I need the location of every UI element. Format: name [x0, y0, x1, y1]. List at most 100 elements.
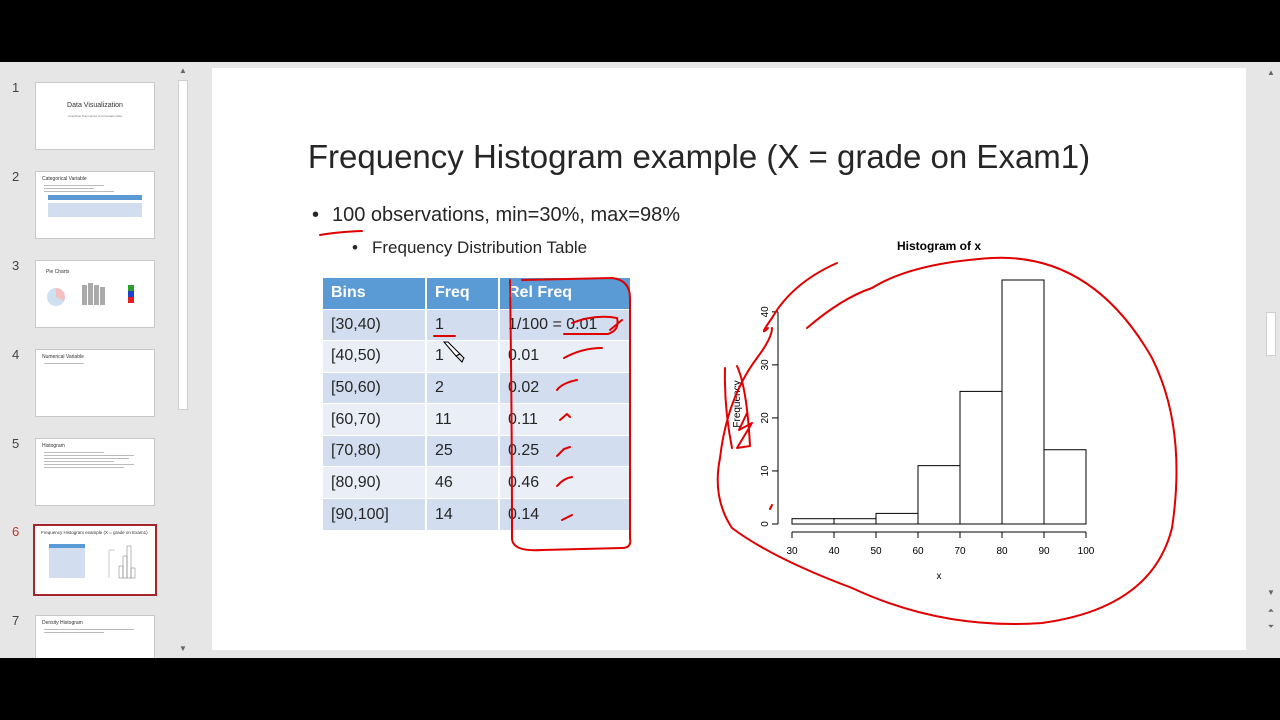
scroll-down-arrow-icon[interactable]: ▼ — [1267, 588, 1275, 597]
thumbnail-slide-content — [49, 544, 136, 579]
scroll-up-arrow-icon[interactable]: ▲ — [1267, 68, 1275, 77]
thumbnail-subtitle: Graphical Summaries of Univariate Data — [68, 114, 122, 118]
x-tick-label: 30 — [786, 546, 798, 557]
table-cell: 2 — [426, 371, 500, 404]
thumbnail-number: 2 — [12, 169, 20, 184]
histogram-bar — [959, 390, 1003, 525]
pen-cursor-icon — [442, 341, 465, 363]
table-cell: [30,40) — [323, 308, 427, 341]
slide-title[interactable]: Frequency Histogram example (X = grade o… — [307, 138, 1091, 175]
thumbnail-preview[interactable]: Categorical Variable — [35, 171, 155, 239]
histogram-bar — [917, 465, 961, 525]
table-header: Bins — [323, 278, 427, 309]
table-cell: 0.01 — [499, 340, 631, 373]
ink-check — [556, 476, 573, 487]
next-slide-icon[interactable]: ⏷ — [1267, 622, 1275, 631]
y-tick-label: 10 — [760, 465, 771, 477]
thumbnail-title: Data Visualization — [67, 102, 123, 109]
table-cell: 0.14 — [499, 498, 631, 531]
table-cell: 14 — [426, 498, 500, 531]
bullet-text: 100 observations, min=30%, max=98% — [332, 204, 680, 226]
table-cell: [60,70) — [323, 403, 427, 436]
x-tick-label: 70 — [954, 546, 966, 557]
presentation-app: 1 Data Visualization Graphical Summaries… — [0, 62, 1280, 658]
frequency-table[interactable]: Bins Freq Rel Freq [30,40) 1 1/100 = 0.01 … — [323, 278, 631, 531]
ink-check — [556, 379, 578, 391]
previous-slide-icon[interactable]: ⏶ — [1267, 606, 1275, 615]
table-cell: 46 — [426, 466, 500, 499]
table-row: [40,50) 1 0.01 — [323, 340, 631, 373]
chart-title: Histogram of x — [897, 239, 981, 253]
table-cell: [40,50) — [323, 340, 427, 373]
table-cell: 0.25 — [499, 434, 631, 467]
slide-scrollbar[interactable]: ▲ ▼ ⏶ ⏷ — [1264, 62, 1278, 658]
x-axis-label: x — [937, 571, 942, 582]
thumbnail-number: 3 — [12, 258, 20, 273]
table-cell: [80,90) — [323, 466, 427, 499]
x-tick-label: 50 — [870, 546, 882, 557]
table-row: [80,90) 46 0.46 — [323, 466, 631, 499]
table-cell: 0.46 — [499, 466, 631, 499]
table-header: Rel Freq — [499, 278, 630, 309]
sub-bullet-table-caption[interactable]: • Frequency Distribution Table — [352, 238, 587, 258]
ink-check — [563, 347, 603, 359]
thumbnail-title: Numerical Variable — [42, 354, 84, 360]
ink-stroke — [762, 262, 838, 333]
thumbnail-title: Histogram — [42, 443, 65, 449]
x-tick-label: 90 — [1038, 546, 1050, 557]
ink-underline — [319, 230, 363, 236]
thumbnail-number: 4 — [12, 347, 20, 362]
x-tick-label: 60 — [912, 546, 924, 557]
table-cell: 11 — [426, 403, 500, 436]
x-tick-label: 100 — [1078, 546, 1095, 557]
scroll-down-arrow-icon[interactable]: ▼ — [179, 644, 187, 653]
thumbnail-title: Pie Charts — [46, 269, 70, 275]
table-cell: 0.02 — [499, 371, 631, 404]
thumbnail-number: 1 — [12, 80, 20, 95]
ink-dot — [769, 504, 773, 510]
scroll-thumb[interactable] — [178, 80, 188, 410]
y-tick-label: 30 — [760, 359, 771, 371]
thumbnail-preview[interactable]: Numerical Variable — [35, 349, 155, 417]
thumbnail-title: Categorical Variable — [42, 176, 87, 182]
scroll-thumb[interactable] — [1266, 312, 1276, 356]
ink-histogram-circle — [716, 256, 1178, 625]
bullet-dot-icon: • — [352, 238, 358, 257]
slide-canvas[interactable]: Frequency Histogram example (X = grade o… — [212, 68, 1246, 650]
ink-circle-0-01 — [563, 315, 619, 335]
thumbnail-preview[interactable]: Density Histogram — [35, 615, 155, 658]
scroll-up-arrow-icon[interactable]: ▲ — [179, 66, 187, 75]
histogram-chart[interactable]: Histogram of x x Frequency 30 40 50 60 70 80 9… — [212, 68, 1246, 650]
y-axis-label: Frequency — [732, 380, 743, 427]
thumbnail-preview-selected[interactable]: Frequency Histogram example (X = grade o… — [33, 524, 157, 596]
thumbnail-number: 7 — [12, 613, 20, 628]
thumbnail-title: Frequency Histogram example (X = grade o… — [41, 530, 148, 535]
thumbnail-number: 5 — [12, 436, 20, 451]
table-row: [70,80) 25 0.25 — [323, 434, 631, 467]
table-row: [90,100] 14 0.14 — [323, 498, 631, 531]
table-cell: 25 — [426, 434, 500, 467]
table-header: Freq — [426, 278, 500, 309]
y-tick-label: 20 — [760, 412, 771, 424]
thumbnail-preview[interactable]: Histogram — [35, 438, 155, 506]
table-row: [60,70) 11 0.11 — [323, 403, 631, 436]
thumbnail-preview[interactable]: Pie Charts — [35, 260, 155, 328]
table-cell: 0.11 — [499, 403, 631, 436]
thumbnail-title: Density Histogram — [42, 620, 83, 626]
thumbnail-preview[interactable]: Data Visualization Graphical Summaries o… — [35, 82, 155, 150]
thumbnail-chart-icons — [47, 283, 134, 306]
x-tick-label: 80 — [996, 546, 1008, 557]
table-cell: 1 — [426, 340, 500, 373]
table-cell: [90,100] — [323, 498, 427, 531]
bullet-dot-icon: • — [312, 204, 320, 226]
histogram-bar — [1043, 449, 1087, 525]
bullet-observations[interactable]: • 100 observations, min=30%, max=98% — [312, 204, 680, 227]
ink-annotations — [319, 230, 1178, 625]
ink-check — [559, 413, 571, 421]
thumbnail-scrollbar[interactable]: ▲ ▼ — [176, 62, 190, 658]
ink-rel-freq-box — [509, 277, 632, 552]
y-tick-label: 40 — [760, 306, 771, 318]
table-header-row: Bins Freq Rel Freq — [323, 278, 630, 309]
table-cell: 1/100 = 0.01 — [499, 308, 631, 341]
ink-check — [609, 319, 623, 331]
